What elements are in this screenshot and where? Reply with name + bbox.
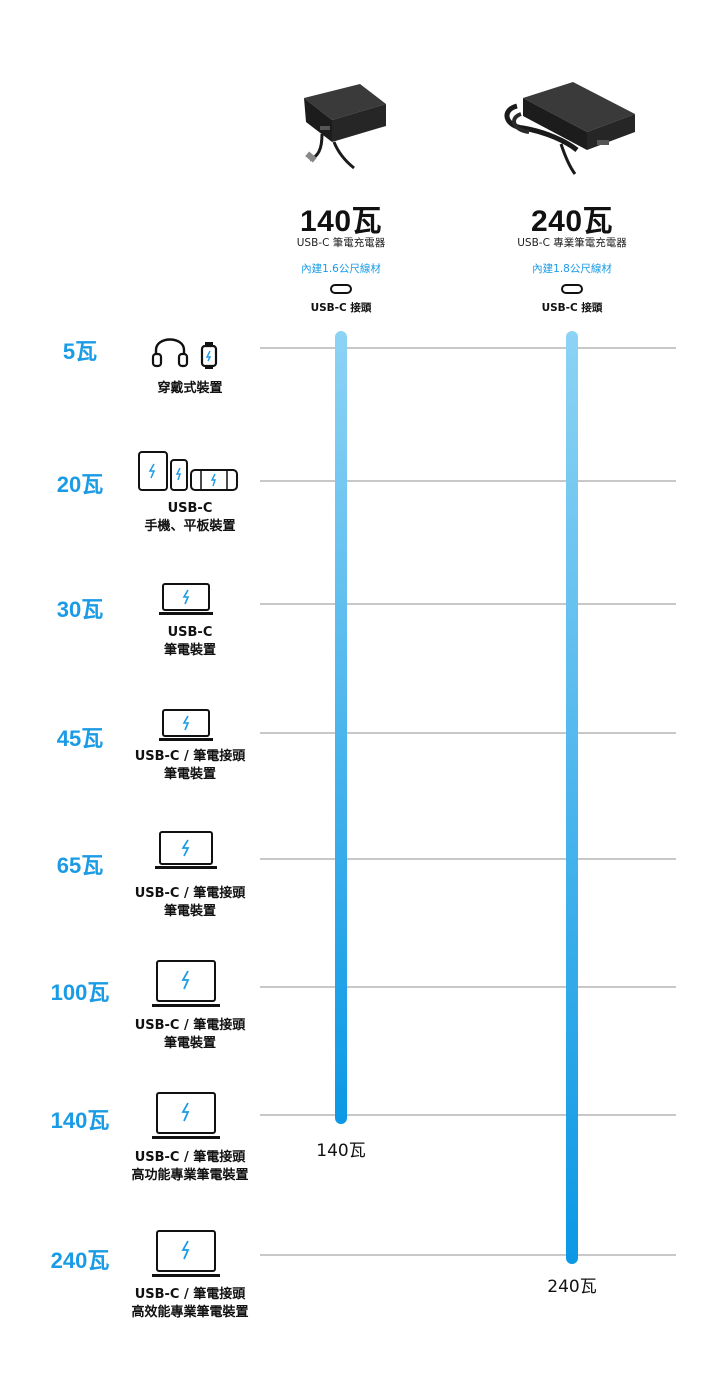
- row-device-label: USB-C 手機、平板裝置: [144, 501, 236, 534]
- power-bar-240w: [566, 331, 578, 1264]
- charger-240w-image: [504, 82, 635, 175]
- product-name: USB-C 筆電充電器: [296, 237, 386, 249]
- row-device-label: USB-C / 筆電接頭 筆電裝置: [134, 749, 246, 782]
- product-watt: 240瓦: [530, 205, 614, 238]
- gridline: [260, 858, 676, 860]
- laptop-icon: [159, 709, 213, 741]
- product-cable: 內建1.8公尺線材: [532, 263, 612, 275]
- row-watt-label: 240瓦: [50, 1248, 110, 1273]
- laptop-icon: [159, 583, 213, 615]
- row-watt-label: 45瓦: [56, 726, 104, 751]
- product-watt: 140瓦: [299, 205, 383, 238]
- row-watt-label: 65瓦: [56, 853, 104, 878]
- usb-c-port-icon: [330, 284, 352, 294]
- row-watt-label: 100瓦: [50, 980, 110, 1005]
- row-watt-label: 140瓦: [50, 1108, 110, 1133]
- gridline: [260, 986, 676, 988]
- wearable-icon: [151, 338, 218, 369]
- gridline: [260, 480, 676, 482]
- row-device-label: USB-C / 筆電接頭 筆電裝置: [134, 886, 246, 919]
- gridline: [260, 603, 676, 605]
- row-device-label: USB-C 筆電裝置: [163, 625, 216, 658]
- row-watt-label: 5瓦: [62, 339, 98, 364]
- laptop-icon: [155, 831, 217, 869]
- gridline: [260, 732, 676, 734]
- laptop-icon: [152, 1230, 220, 1277]
- row-device-label: 穿戴式裝置: [157, 381, 223, 396]
- gridline: [260, 347, 676, 349]
- usb-c-port-icon: [561, 284, 583, 294]
- row-watt-label: 30瓦: [56, 597, 104, 622]
- bar-end-label: 240瓦: [547, 1277, 597, 1297]
- row-device-label: USB-C / 筆電接頭 高功能專業筆電裝置: [131, 1150, 249, 1183]
- gridline: [260, 1114, 676, 1116]
- product-port: USB-C 接頭: [541, 302, 603, 314]
- power-bar-140w: [335, 331, 347, 1124]
- laptop-icon: [152, 1092, 220, 1139]
- bar-end-label: 140瓦: [316, 1141, 366, 1161]
- product-cable: 內建1.6公尺線材: [301, 263, 381, 275]
- phone-tablet-icon: [138, 451, 238, 491]
- row-watt-label: 20瓦: [56, 472, 104, 497]
- gridline: [260, 1254, 676, 1256]
- laptop-icon: [152, 960, 220, 1007]
- charger-140w-image: [304, 84, 386, 170]
- row-device-label: USB-C / 筆電接頭 筆電裝置: [134, 1018, 246, 1051]
- row-device-label: USB-C / 筆電接頭 高效能專業筆電裝置: [131, 1287, 249, 1320]
- product-name: USB-C 專業筆電充電器: [517, 237, 627, 249]
- product-port: USB-C 接頭: [310, 302, 372, 314]
